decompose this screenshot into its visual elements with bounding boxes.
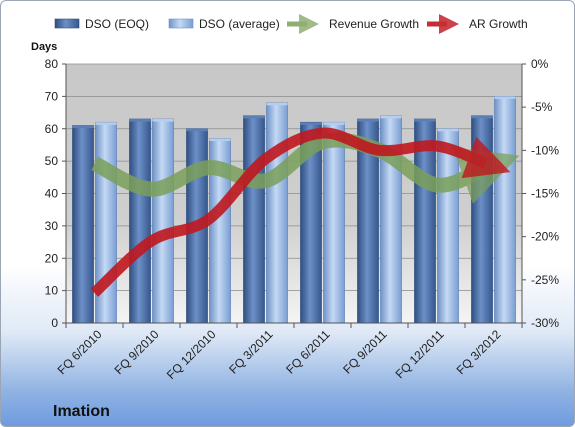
bar: [72, 125, 94, 324]
y-tick-label: 30: [45, 219, 59, 233]
legend-label-dso-average: DSO (average): [199, 17, 280, 31]
bar: [471, 115, 493, 324]
ar-growth-line: [90, 127, 511, 297]
y-tick-label: 70: [45, 89, 59, 103]
x-tick-label: FQ 3/2012: [454, 327, 504, 377]
bar: [494, 96, 516, 324]
x-tick-label: FQ 3/2011: [226, 327, 276, 377]
y2-tick-label: -15%: [531, 187, 559, 201]
y2-tick-label: -25%: [531, 273, 559, 287]
y-tick-label: 40: [45, 187, 59, 201]
bar: [437, 128, 459, 324]
legend-swatch-dso-eoq: [54, 18, 80, 29]
bar: [129, 118, 151, 324]
x-tick-label: FQ 12/2011: [393, 327, 447, 381]
bar-cap: [72, 125, 94, 129]
legend-label-ar-growth: AR Growth: [469, 17, 528, 31]
legend: DSO (EOQ) DSO (average) Revenue Growth A…: [54, 14, 528, 34]
bar-cap: [209, 138, 231, 141]
bar-cap: [152, 119, 174, 122]
company-name: Imation: [53, 403, 110, 420]
y2-tick-label: -5%: [531, 100, 553, 114]
bar-cap: [494, 96, 516, 99]
y2-tick-label: -30%: [531, 316, 559, 330]
x-tick-label: FQ 6/2011: [283, 327, 333, 377]
bar-cap: [300, 122, 322, 125]
x-tick-label: FQ 12/2010: [164, 327, 219, 382]
y-tick-label: 60: [45, 122, 59, 136]
bar-cap: [471, 115, 493, 119]
bar-cap: [380, 115, 402, 119]
bar-cap: [243, 115, 265, 119]
series-lines: [90, 127, 520, 297]
y2-tick-label: -20%: [531, 230, 559, 244]
bar-cap: [414, 119, 436, 122]
x-tick-label: FQ 6/2010: [55, 327, 105, 377]
y2-tick-label: 0%: [531, 57, 549, 71]
axes: [62, 63, 526, 328]
legend-label-revenue-growth: Revenue Growth: [329, 17, 419, 31]
x-tick-label: FQ 9/2010: [112, 327, 162, 377]
legend-label-dso-eoq: DSO (EOQ): [85, 17, 149, 31]
y2-tick-label: -10%: [531, 143, 559, 157]
revenue-growth-line: [91, 132, 520, 204]
y-tick-label: 0: [51, 316, 58, 330]
x-tick-label: FQ 9/2011: [340, 327, 390, 377]
bar-cap: [95, 122, 117, 125]
y-tick-label: 50: [45, 154, 59, 168]
y-axis-title: Days: [31, 41, 57, 53]
y-tick-label: 20: [45, 251, 59, 265]
bar-cap: [437, 128, 459, 132]
bar-cap: [357, 119, 379, 122]
bar-cap: [129, 119, 151, 122]
y-tick-label: 80: [45, 57, 59, 71]
bar-cap: [186, 128, 208, 132]
bar-cap: [323, 122, 345, 125]
bar: [243, 115, 265, 324]
legend-swatch-dso-average: [168, 18, 194, 29]
y-tick-label: 10: [45, 284, 59, 298]
bar-cap: [266, 102, 288, 106]
bar: [266, 102, 288, 324]
bar: [152, 118, 174, 324]
bar: [323, 121, 345, 324]
